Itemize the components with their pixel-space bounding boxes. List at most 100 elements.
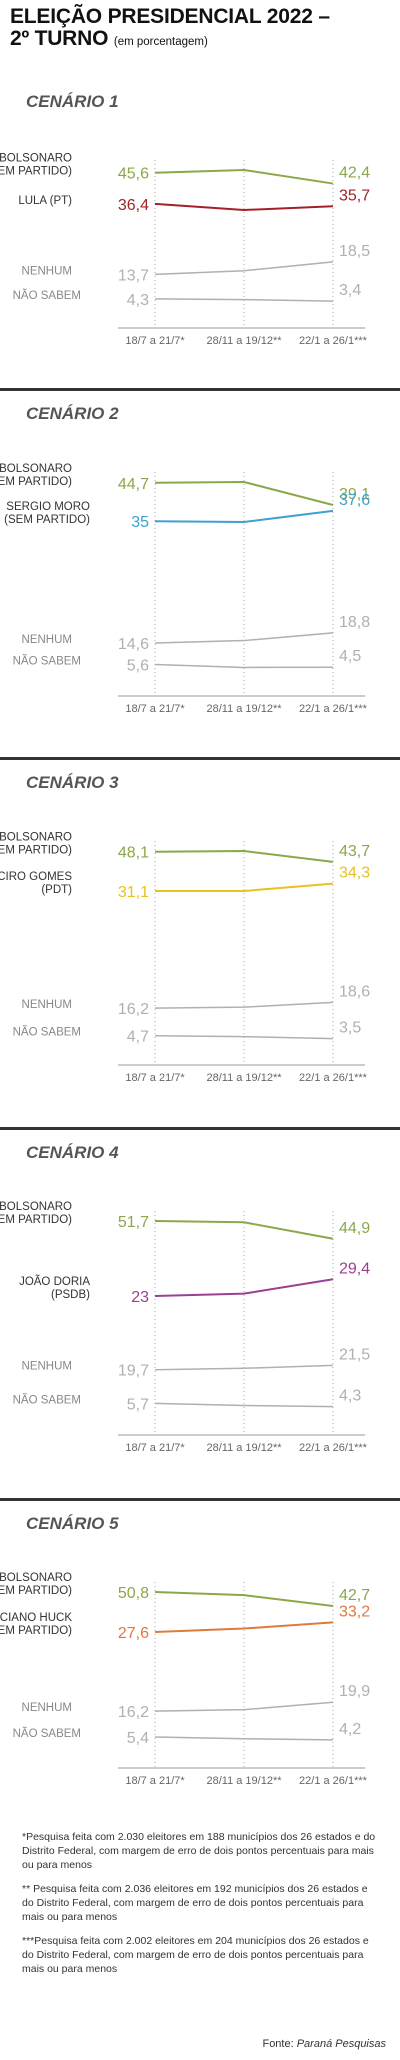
data-label-end: 39,1	[339, 486, 370, 503]
scenario-title: CENÁRIO 4	[26, 1143, 119, 1162]
series-name: BOLSONARO	[0, 153, 72, 165]
series-name: BOLSONARO	[0, 463, 72, 475]
series-name: (PSDB)	[51, 1289, 90, 1301]
line-chart: 51,7 44,9 BOLSONARO(SEM PARTIDO) 23 29,4 JOÃO…	[0, 1201, 370, 1454]
series-line	[154, 1736, 334, 1741]
x-tick-label: 22/1 a 26/1***	[299, 335, 368, 347]
data-label-start: 31,1	[118, 884, 149, 901]
data-label-end: 44,9	[339, 1220, 370, 1237]
data-label-start: 16,2	[118, 1704, 149, 1721]
data-label-start: 48,1	[118, 845, 149, 862]
data-label-end: 3,4	[339, 282, 361, 299]
data-label-end: 18,6	[339, 983, 370, 1000]
series-line	[154, 849, 334, 863]
x-tick-label: 18/7 a 21/7*	[125, 1775, 185, 1787]
series-line	[154, 261, 334, 276]
series-name: NENHUM	[22, 1702, 72, 1714]
x-tick-label: 18/7 a 21/7*	[125, 335, 185, 347]
data-label-end: 43,7	[339, 843, 370, 860]
footnote-2: ** Pesquisa feita com 2.036 eleitores em…	[22, 1883, 368, 1923]
data-label-end: 21,5	[339, 1346, 370, 1363]
series-line	[154, 202, 334, 212]
series-name: (PDT)	[41, 884, 72, 896]
series-name: CIRO GOMES	[0, 871, 72, 883]
series-name: LUCIANO HUCK	[0, 1612, 72, 1624]
title-line-2-text: 2º TURNO	[10, 27, 109, 50]
x-tick-label: 18/7 a 21/7*	[125, 703, 185, 715]
x-tick-label: 18/7 a 21/7*	[125, 1072, 185, 1084]
data-label-start: 35	[131, 514, 149, 531]
series-name: (SEM PARTIDO)	[0, 476, 72, 488]
series-line	[154, 298, 334, 302]
source-credit: Fonte: Paraná Pesquisas	[262, 2038, 386, 2050]
data-label-end: 18,5	[339, 243, 370, 260]
series-line	[154, 663, 334, 669]
series-name: (SEM PARTIDO)	[0, 1214, 72, 1226]
series-name: NENHUM	[22, 1361, 72, 1373]
data-label-end: 18,8	[339, 614, 370, 631]
x-tick-label: 22/1 a 26/1***	[299, 1775, 368, 1787]
series-name: LULA (PT)	[18, 195, 72, 207]
series-line	[154, 1278, 334, 1297]
source-name: Paraná Pesquisas	[296, 2038, 386, 2050]
data-label-start: 19,7	[118, 1363, 149, 1380]
series-line	[154, 480, 334, 506]
scenario-panel: CENÁRIO 4 51,7 44,9 BOLSONARO(SEM PARTIDO) 2…	[0, 1131, 400, 1487]
data-label-start: 36,4	[118, 197, 149, 214]
data-label-start: 23	[131, 1289, 149, 1306]
data-label-start: 50,8	[118, 1585, 149, 1602]
series-name: BOLSONARO	[0, 1201, 72, 1213]
series-line	[155, 882, 334, 892]
x-tick-label: 28/11 a 19/12**	[206, 335, 282, 347]
series-name: NÃO SABEM	[13, 1393, 81, 1406]
series-name: (SEM PARTIDO)	[0, 166, 72, 178]
data-label-start: 44,7	[118, 476, 149, 493]
section-divider	[0, 1127, 400, 1130]
data-label-start: 5,6	[127, 658, 149, 675]
title-line-2: 2º TURNO (em porcentagem)	[10, 28, 395, 53]
page-title: ELEIÇÃO PRESIDENCIAL 2022 – 2º TURNO (em…	[10, 6, 395, 53]
scenario-title: CENÁRIO 5	[26, 1514, 119, 1533]
data-label-start: 45,6	[118, 166, 149, 183]
series-name: SERGIO MORO	[6, 501, 90, 513]
data-label-end: 4,2	[339, 1721, 361, 1738]
x-tick-label: 22/1 a 26/1***	[299, 1442, 368, 1454]
title-line-1: ELEIÇÃO PRESIDENCIAL 2022 –	[10, 5, 330, 28]
data-label-start: 16,2	[118, 1001, 149, 1018]
data-label-start: 5,7	[127, 1396, 149, 1413]
x-tick-label: 28/11 a 19/12**	[206, 1442, 282, 1454]
series-line	[154, 1701, 334, 1712]
data-label-start: 27,6	[118, 1625, 149, 1642]
data-label-end: 34,3	[339, 865, 370, 882]
series-name: NÃO SABEM	[13, 655, 81, 668]
series-line	[154, 632, 334, 644]
scenario-title: CENÁRIO 3	[26, 773, 119, 792]
scenario-panel: CENÁRIO 3 48,1 43,7 BOLSONARO(SEM PARTIDO) 3…	[0, 761, 400, 1117]
series-line	[154, 1001, 334, 1009]
data-label-end: 3,5	[339, 1020, 361, 1037]
x-tick-label: 28/11 a 19/12**	[206, 1072, 282, 1084]
x-tick-label: 22/1 a 26/1***	[299, 703, 368, 715]
series-name: NÃO SABEM	[13, 289, 81, 302]
data-label-start: 4,3	[127, 292, 149, 309]
line-chart: 45,6 42,4 BOLSONARO(SEM PARTIDO) 36,4 35,7 LU…	[0, 153, 370, 347]
scenario-panel: CENÁRIO 1 45,6 42,4 BOLSONARO(SEM PARTIDO) 3…	[0, 80, 400, 380]
footnote-3: ***Pesquisa feita com 2.002 eleitores em…	[22, 1935, 369, 1975]
series-line	[154, 1591, 334, 1607]
series-name: (SEM PARTIDO)	[0, 845, 72, 857]
title-subtitle: (em porcentagem)	[113, 36, 208, 48]
scenario-title: CENÁRIO 2	[26, 404, 119, 423]
series-line	[154, 168, 334, 185]
series-name: (SEM PARTIDO)	[4, 514, 90, 526]
series-name: JOÃO DORIA	[19, 1275, 90, 1288]
series-name: NENHUM	[22, 999, 72, 1011]
series-name: BOLSONARO	[0, 832, 72, 844]
series-name: (SEM PARTIDO)	[0, 1625, 72, 1637]
x-tick-label: 28/11 a 19/12**	[206, 703, 282, 715]
x-tick-label: 18/7 a 21/7*	[125, 1442, 185, 1454]
series-line	[154, 509, 334, 524]
